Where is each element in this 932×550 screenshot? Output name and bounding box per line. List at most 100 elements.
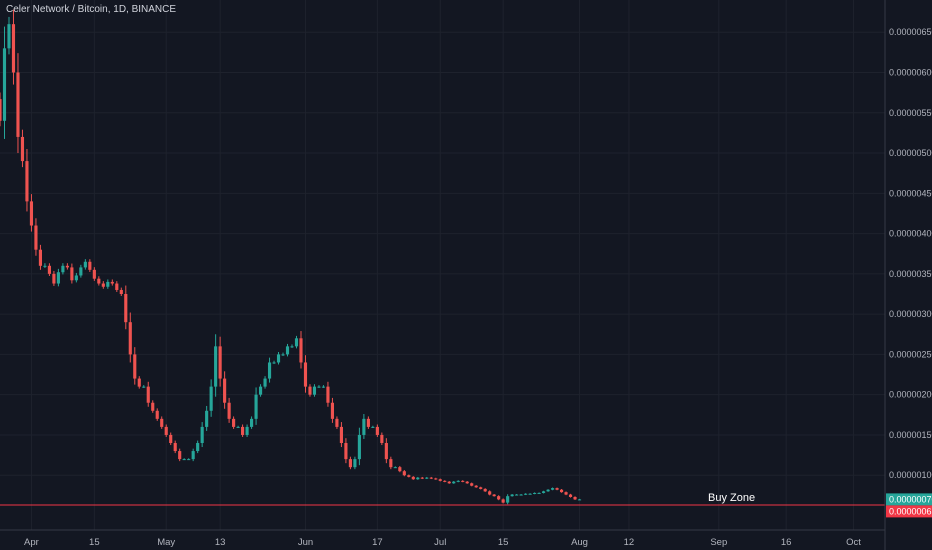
candle-body: [133, 354, 137, 379]
y-tick-label: 0.00000600: [889, 67, 932, 77]
candle-body: [528, 493, 532, 495]
candle-body: [465, 481, 469, 484]
candle-body: [92, 269, 96, 279]
candle-body: [357, 434, 361, 460]
last-price-price-label: 0.00000070: [889, 494, 932, 504]
candle-body: [209, 386, 213, 411]
x-tick-label: 16: [781, 537, 792, 548]
candle-body: [577, 499, 582, 501]
candle-body: [182, 459, 186, 461]
candle-body: [537, 492, 541, 494]
candle-body: [515, 494, 519, 496]
candle-body: [146, 386, 150, 403]
candle-body: [434, 478, 438, 480]
candle-body: [550, 488, 555, 490]
candle-body: [294, 338, 299, 347]
candle-body: [470, 483, 474, 486]
y-tick-label: 0.00000400: [889, 229, 932, 239]
y-tick-label: 0.00000150: [889, 430, 932, 440]
candle-body: [542, 491, 546, 493]
candle-body: [398, 467, 402, 472]
candle-body: [501, 499, 505, 503]
candle-body: [25, 161, 29, 202]
y-tick-label: 0.00000650: [889, 27, 932, 37]
y-tick-label: 0.00000450: [889, 188, 932, 198]
x-tick-label: Jul: [434, 537, 446, 548]
y-tick-label: 0.00000350: [889, 269, 932, 279]
candle-body: [375, 426, 379, 435]
candle-body: [555, 488, 559, 490]
candle-body: [83, 261, 87, 268]
candle-body: [142, 386, 146, 388]
candle-body: [106, 281, 110, 287]
candle-body: [223, 378, 227, 403]
candle-body: [546, 489, 550, 492]
x-tick-label: 15: [498, 537, 509, 548]
candle-body: [187, 459, 191, 461]
candle-body: [164, 426, 168, 435]
candle-body: [281, 354, 285, 356]
candle-body: [115, 283, 119, 290]
last-price-price-badge: [886, 493, 932, 506]
candle-body: [101, 283, 105, 287]
candle-body: [173, 443, 177, 452]
candle-body: [321, 386, 326, 388]
candle-body: [393, 467, 397, 469]
candle-body: [254, 394, 258, 419]
candle-body: [250, 418, 254, 427]
candle-body: [461, 480, 465, 482]
candle-body: [7, 24, 11, 49]
candle-body: [160, 418, 164, 427]
candle-body: [344, 443, 348, 460]
candle-body: [479, 487, 483, 489]
candle-body: [43, 265, 47, 267]
candle-body: [97, 278, 101, 284]
candle-body: [326, 386, 330, 403]
x-tick-label: Oct: [846, 537, 861, 548]
candles: [0, 9, 582, 505]
candle-body: [362, 418, 366, 435]
candle-body: [214, 346, 218, 387]
candle-body: [218, 346, 222, 379]
candle-body: [11, 24, 16, 73]
candle-body: [119, 289, 123, 294]
x-tick-label: May: [157, 537, 175, 548]
candle-body: [29, 201, 34, 226]
candle-body: [79, 267, 83, 276]
candle-body: [88, 261, 92, 270]
candle-body: [456, 480, 460, 482]
candle-body: [128, 322, 132, 355]
candle-body: [155, 410, 159, 419]
candle-body: [34, 225, 38, 250]
candle-body: [335, 418, 339, 427]
candle-body: [74, 275, 78, 281]
candle-body: [52, 273, 56, 284]
candle-body: [61, 265, 65, 273]
x-tick-label: 12: [624, 537, 635, 548]
x-tick-label: 15: [89, 537, 100, 548]
candle-body: [205, 410, 209, 427]
chart-title: Celer Network / Bitcoin, 1D, BINANCE: [6, 4, 177, 15]
candle-body: [443, 480, 447, 482]
candle-body: [196, 443, 200, 452]
candle-body: [303, 362, 308, 387]
candle-body: [178, 451, 182, 460]
candle-body: [380, 434, 384, 444]
candle-body: [524, 493, 528, 495]
y-tick-label: 0.00000100: [889, 470, 932, 480]
candle-body: [371, 426, 375, 428]
x-tick-label: Apr: [24, 537, 39, 548]
candle-body: [438, 479, 442, 481]
y-tick-label: 0.00000300: [889, 309, 932, 319]
candle-body: [276, 354, 281, 363]
candle-body: [330, 402, 335, 419]
candle-body: [389, 459, 393, 468]
y-tick-label: 0.00000550: [889, 108, 932, 118]
candle-body: [191, 451, 195, 460]
candle-body: [488, 491, 492, 495]
candle-body: [290, 346, 294, 348]
candle-body: [299, 338, 303, 363]
candle-body: [169, 434, 173, 444]
candle-body: [258, 386, 263, 395]
